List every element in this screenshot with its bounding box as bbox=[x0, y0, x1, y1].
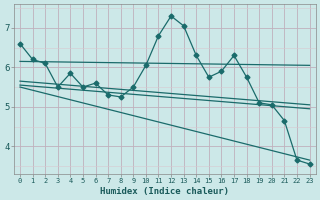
X-axis label: Humidex (Indice chaleur): Humidex (Indice chaleur) bbox=[100, 187, 229, 196]
